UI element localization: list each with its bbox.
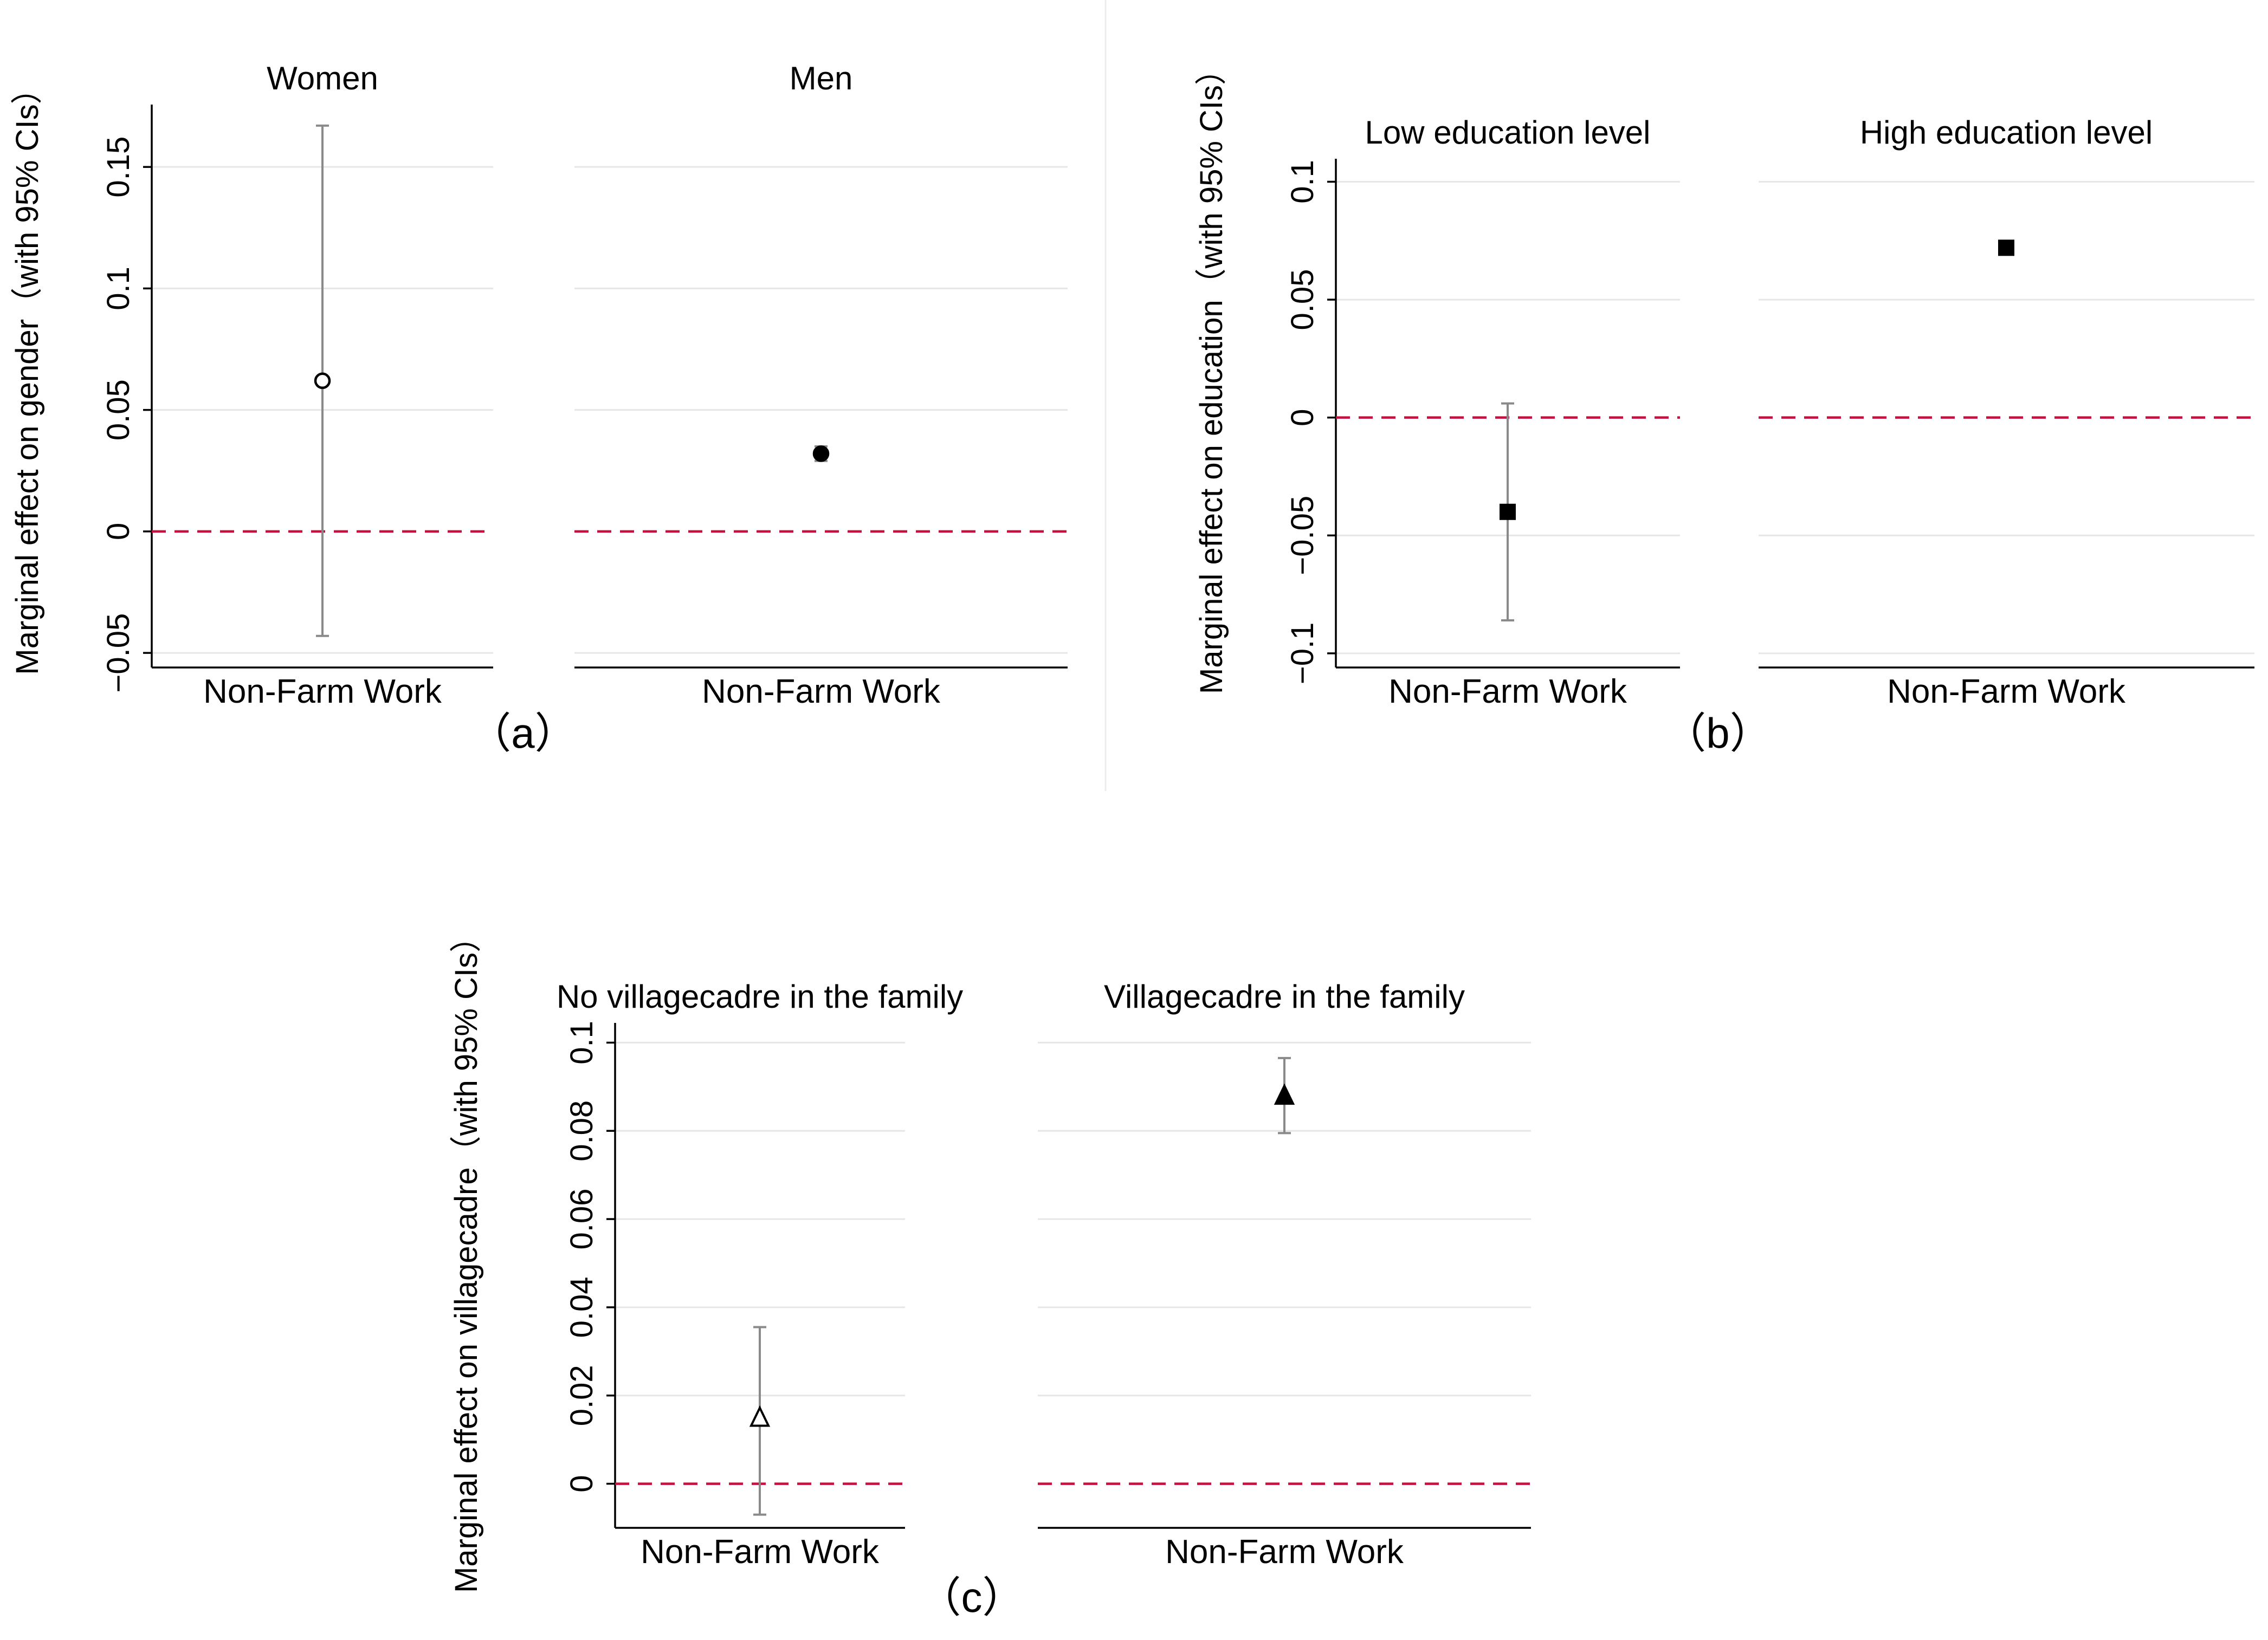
y-tick-label: 0.1 <box>1285 160 1320 204</box>
x-category-label: Non-Farm Work <box>1887 673 2126 710</box>
panel-label: （a） <box>469 709 577 757</box>
panel-c: Marginal effect on villagecadre（with 95%… <box>449 921 1531 1621</box>
y-tick-label: 0.05 <box>101 379 136 440</box>
y-tick-label: 0 <box>564 1475 599 1492</box>
y-tick-label: −0.1 <box>1285 623 1320 685</box>
x-category-label: Non-Farm Work <box>702 673 941 710</box>
subplot-2: Villagecadre in the family Non-Farm Work <box>1038 978 1531 1571</box>
x-category-label: Non-Farm Work <box>1165 1533 1404 1571</box>
subplot-title: Low education level <box>1365 114 1650 151</box>
y-tick-label: −0.05 <box>1285 496 1320 575</box>
subplot-1: Women Non-Farm Work −0.05 0 0.05 0.1 0.15 <box>101 60 493 710</box>
x-category-label: Non-Farm Work <box>203 673 442 710</box>
y-tick-label: 0.08 <box>564 1100 599 1162</box>
y-tick-label: 0 <box>1285 409 1320 426</box>
panel-label: （b） <box>1664 709 1772 757</box>
subplot-2: High education level Non-Farm Work <box>1759 114 2254 710</box>
subplot-title: No villagecadre in the family <box>557 978 963 1015</box>
y-axis-label: Marginal effect on education（with 95% CI… <box>1194 54 1229 694</box>
point-estimate <box>812 445 830 462</box>
panel-label: （c） <box>919 1573 1024 1621</box>
subplot-title: Men <box>790 60 853 96</box>
panel-b: Marginal effect on education（with 95% CI… <box>1194 54 2254 757</box>
y-tick-label: 0.1 <box>101 267 136 310</box>
y-tick-label: 0.1 <box>564 1021 599 1065</box>
subplot-title: Villagecadre in the family <box>1104 978 1465 1015</box>
subplot-title: Women <box>267 60 378 96</box>
subplot-title: High education level <box>1860 114 2153 151</box>
point-estimate <box>749 1405 771 1427</box>
point-estimate <box>1274 1083 1295 1105</box>
point-estimate <box>314 372 331 390</box>
x-category-label: Non-Farm Work <box>641 1533 880 1571</box>
point-estimate <box>1500 503 1516 520</box>
y-tick-label: 0.05 <box>1285 269 1320 330</box>
panel-a: Marginal effect on gender（with 95% CIs） （… <box>10 60 1068 757</box>
y-tick-label: −0.05 <box>101 613 136 693</box>
y-tick-label: 0 <box>101 523 136 540</box>
subplot-1: Low education level Non-Farm Work −0.1 −0.0… <box>1285 114 1680 710</box>
subplot-2: Men Non-Farm Work <box>574 60 1068 710</box>
y-axis-label: Marginal effect on villagecadre（with 95%… <box>449 921 484 1593</box>
y-tick-label: 0.06 <box>564 1189 599 1250</box>
y-tick-label: 0.02 <box>564 1365 599 1426</box>
y-axis-label: Marginal effect on gender（with 95% CIs） <box>10 73 45 675</box>
y-tick-label: 0.04 <box>564 1276 599 1338</box>
point-estimate <box>1998 239 2014 256</box>
x-category-label: Non-Farm Work <box>1388 673 1627 710</box>
subplot-1: No villagecadre in the family Non-Farm Wo… <box>557 978 963 1571</box>
y-tick-label: 0.15 <box>101 137 136 198</box>
